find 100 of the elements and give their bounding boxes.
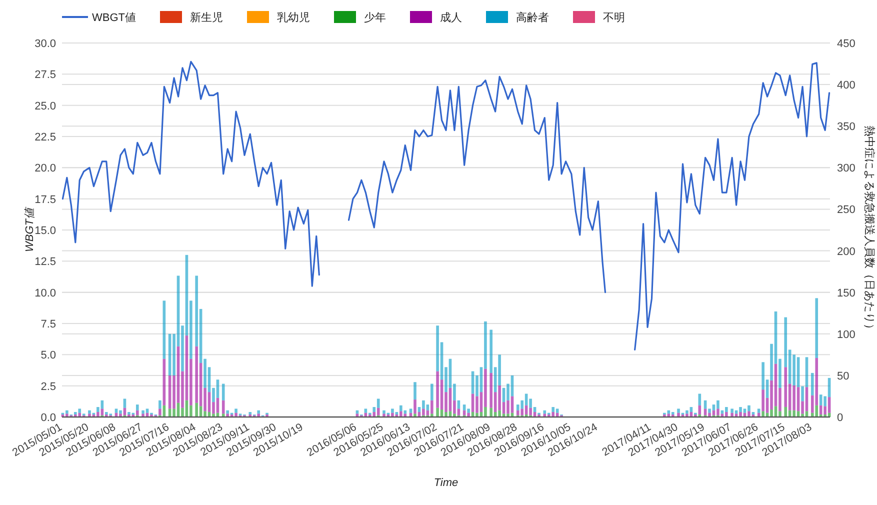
bar [739, 407, 742, 412]
bar [824, 396, 826, 406]
bar [667, 414, 670, 417]
bar [484, 321, 487, 369]
y-tick-label: 0.0 [40, 412, 56, 424]
bar [430, 400, 434, 414]
bar [524, 394, 528, 406]
bar [216, 380, 220, 398]
bar [181, 326, 184, 372]
bar [739, 412, 742, 417]
y-tick-label: 22.5 [34, 132, 56, 144]
x-axis-title: Time [434, 477, 458, 489]
bar [204, 358, 206, 388]
bar [436, 371, 439, 408]
bar [778, 358, 782, 388]
bar [762, 362, 764, 390]
bar [784, 407, 788, 417]
bar [399, 411, 402, 417]
bar [757, 408, 760, 413]
bar [257, 414, 260, 417]
bar [716, 400, 720, 409]
bar [436, 408, 439, 417]
bar [146, 408, 149, 413]
y2-tick-label: 450 [837, 38, 856, 50]
bar [430, 414, 434, 417]
bar [506, 414, 510, 417]
bar [204, 388, 206, 412]
bar [462, 404, 466, 410]
bar [498, 385, 501, 410]
bar [100, 408, 104, 416]
bar [414, 414, 416, 417]
bar [422, 408, 425, 416]
bar [543, 410, 546, 414]
bar [88, 410, 91, 414]
bar [414, 400, 416, 414]
bar [226, 410, 229, 414]
bar [222, 400, 225, 414]
bar [671, 412, 674, 415]
legend-label: 不明 [603, 12, 625, 24]
bar [181, 408, 184, 417]
bar [422, 400, 425, 409]
y2-tick-label: 50 [837, 370, 850, 382]
bar [190, 300, 192, 359]
bar [457, 408, 460, 416]
bar [372, 407, 376, 412]
bar [792, 385, 796, 410]
y-axis-title: WBGT値 [24, 206, 36, 252]
y-tick-label: 30.0 [34, 38, 56, 50]
bar [212, 414, 215, 417]
bar [409, 408, 412, 413]
bar [172, 334, 176, 376]
bar [784, 367, 788, 408]
bar [792, 354, 796, 386]
bar [498, 354, 501, 386]
bar [78, 408, 82, 413]
bar [704, 408, 707, 416]
bar [748, 405, 750, 412]
bar [677, 408, 680, 413]
bar [828, 397, 831, 413]
bar [708, 408, 711, 413]
bar [158, 408, 162, 416]
bar [762, 390, 764, 412]
bar [391, 408, 394, 413]
bar [414, 382, 416, 400]
bar [399, 405, 402, 412]
bar [119, 410, 122, 414]
bar [257, 410, 260, 414]
bar [725, 412, 728, 417]
bar [142, 414, 144, 417]
bar [506, 400, 510, 414]
bar [248, 412, 252, 415]
bar [766, 380, 769, 398]
bar [778, 411, 782, 417]
bar [510, 396, 514, 413]
bar [382, 414, 386, 417]
bar [195, 346, 198, 403]
bar [226, 414, 229, 417]
bar [686, 414, 688, 417]
bar [698, 394, 702, 406]
bar [490, 372, 492, 408]
y-tick-label: 7.5 [40, 318, 56, 330]
bar [376, 408, 380, 416]
bar [743, 408, 746, 413]
bar [498, 410, 501, 417]
bar [543, 414, 546, 417]
bar [698, 405, 702, 415]
bar [476, 375, 478, 396]
bar [172, 408, 176, 417]
bar [476, 396, 478, 413]
bar [529, 398, 532, 408]
bar [453, 384, 456, 400]
y-tick-label: 17.5 [34, 194, 56, 206]
bar [667, 410, 670, 414]
bar [810, 395, 814, 413]
bar [96, 407, 100, 412]
bar [712, 404, 716, 410]
bar [490, 408, 492, 417]
bar [181, 371, 184, 408]
bar [467, 408, 470, 413]
legend-label: 少年 [364, 11, 386, 24]
